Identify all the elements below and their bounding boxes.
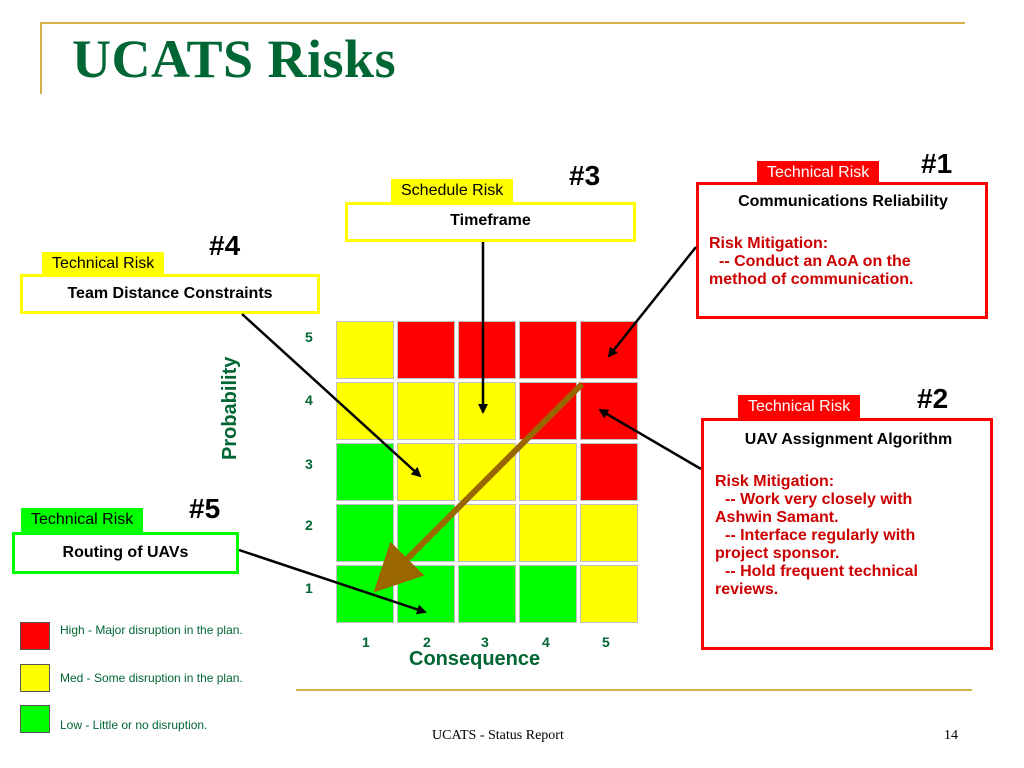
- matrix-cell-p4-c1: [336, 382, 394, 440]
- y-tick-1: 1: [305, 580, 313, 596]
- risk-3-heading: Timeframe: [450, 212, 531, 229]
- risk-4-heading: Team Distance Constraints: [67, 285, 273, 302]
- x-tick-5: 5: [602, 634, 610, 650]
- risk-4-number: #4: [209, 230, 241, 261]
- x-axis-label: Consequence: [409, 648, 541, 670]
- matrix-cell-p1-c4: [519, 565, 577, 623]
- legend-high-swatch: [20, 622, 50, 650]
- risk-1-line-2: method of communication.: [709, 271, 914, 288]
- risk-2-mitigation-label: Risk Mitigation:: [715, 473, 835, 490]
- matrix-cell-p3-c5: [580, 443, 638, 501]
- risk-2-box: UAV Assignment Algorithm Risk Mitigation…: [701, 418, 993, 650]
- risk-3-box: Timeframe: [345, 202, 636, 242]
- matrix-cell-p3-c1: [336, 443, 394, 501]
- page-title: UCATS Risks: [72, 29, 397, 89]
- risk-2-tag: Technical Risk: [738, 395, 861, 419]
- matrix-cell-p3-c2: [397, 443, 455, 501]
- legend-high-label: High - Major disruption in the plan.: [60, 623, 243, 637]
- matrix-cell-p5-c1: [336, 321, 394, 379]
- x-tick-1: 1: [362, 634, 370, 650]
- risk-2-heading: UAV Assignment Algorithm: [744, 431, 953, 448]
- risk-4-tag: Technical Risk: [42, 252, 165, 276]
- risk-5-number: #5: [189, 493, 221, 524]
- x-tick-2: 2: [423, 634, 431, 650]
- matrix-cell-p4-c3: [458, 382, 516, 440]
- risk-1-number: #1: [921, 148, 953, 179]
- y-tick-4: 4: [305, 392, 313, 408]
- risk-4-box: Team Distance Constraints: [20, 274, 320, 314]
- matrix-cell-p2-c3: [458, 504, 516, 562]
- risk-5-arrow: [238, 548, 427, 615]
- matrix-cell-p1-c3: [458, 565, 516, 623]
- matrix-cell-p2-c5: [580, 504, 638, 562]
- legend-low-label: Low - Little or no disruption.: [60, 718, 208, 732]
- matrix-cell-p4-c4: [519, 382, 577, 440]
- risk-1-line-1: -- Conduct an AoA on the: [719, 253, 911, 270]
- matrix-cell-p2-c4: [519, 504, 577, 562]
- top-rule: [40, 22, 965, 24]
- x-tick-4: 4: [542, 634, 550, 650]
- risk-3-number: #3: [569, 160, 601, 191]
- x-tick-3: 3: [481, 634, 489, 650]
- risk-5-heading: Routing of UAVs: [62, 544, 189, 561]
- risk-1-box: Communications Reliability Risk Mitigati…: [696, 182, 988, 319]
- matrix-cell-p5-c2: [397, 321, 455, 379]
- risk-2-line-4: project sponsor.: [715, 545, 840, 562]
- left-rule: [40, 22, 42, 94]
- risk-2-line-1: -- Work very closely with: [725, 491, 913, 508]
- risk-3-tag: Schedule Risk: [391, 179, 514, 203]
- risk-1-arrow: [607, 246, 697, 358]
- risk-2-line-2: Ashwin Samant.: [715, 509, 839, 526]
- risk-1-heading: Communications Reliability: [738, 193, 948, 210]
- matrix-cell-p5-c4: [519, 321, 577, 379]
- y-tick-5: 5: [305, 329, 313, 345]
- legend-med-label: Med - Some disruption in the plan.: [60, 671, 243, 685]
- risk-1-mitigation-label: Risk Mitigation:: [709, 235, 829, 252]
- legend-low-swatch: [20, 705, 50, 733]
- y-tick-3: 3: [305, 456, 313, 472]
- risk-2-line-5: -- Hold frequent technical: [725, 563, 918, 580]
- y-tick-2: 2: [305, 517, 313, 533]
- risk-2-number: #2: [917, 383, 949, 414]
- matrix-cell-p3-c4: [519, 443, 577, 501]
- risk-4-arrow: [241, 313, 422, 478]
- risk-2-line-6: reviews.: [715, 581, 779, 598]
- risk-5-tag: Technical Risk: [21, 508, 144, 532]
- footer-text: UCATS - Status Report: [432, 728, 564, 743]
- risk-2-arrow: [598, 408, 702, 471]
- risk-1-tag: Technical Risk: [757, 161, 880, 185]
- matrix-cell-p5-c3: [458, 321, 516, 379]
- trend-arrow: [373, 381, 585, 593]
- page-number: 14: [944, 728, 958, 743]
- risk-5-box: Routing of UAVs: [12, 532, 239, 574]
- bottom-rule: [296, 689, 972, 691]
- matrix-cell-p3-c3: [458, 443, 516, 501]
- matrix-cell-p4-c2: [397, 382, 455, 440]
- legend-med-swatch: [20, 664, 50, 692]
- matrix-cell-p1-c5: [580, 565, 638, 623]
- risk-2-line-3: -- Interface regularly with: [725, 527, 916, 544]
